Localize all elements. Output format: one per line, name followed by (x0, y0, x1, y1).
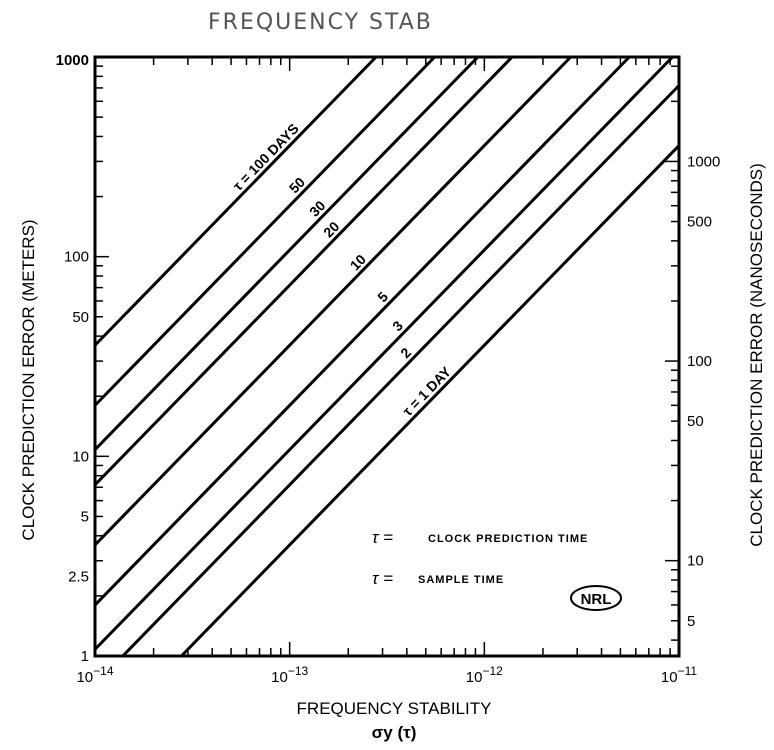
y-right-tick-label: 50 (687, 413, 704, 430)
legend-item-2: SAMPLE TIME (418, 574, 504, 586)
y-right-tick-label: 500 (687, 214, 712, 231)
y-right-tick-labels: 1000 500 100 50 10 5 (687, 153, 720, 629)
y-left-tick-label: 50 (72, 309, 89, 326)
x-tick-labels: 10−14 10−13 10−12 10−11 (76, 664, 697, 686)
y-left-tick-labels: 1000 100 50 10 5 2.5 1 (56, 52, 89, 665)
x-axis-subtitle: σy (τ) (372, 723, 417, 742)
series-line (121, 84, 681, 658)
series-line (93, 55, 674, 651)
legend-symbol-2: τ = (372, 569, 393, 588)
y-right-tick-label: 100 (687, 353, 712, 370)
series-label: 20 (320, 218, 342, 240)
y-left-tick-label: 5 (81, 508, 89, 525)
series-label: 10 (347, 251, 369, 273)
legend-symbol-1: τ = (372, 528, 393, 547)
series-lines (93, 55, 681, 658)
series-label: 50 (286, 174, 308, 196)
series-line (93, 55, 378, 347)
nrl-logo: NRL (570, 585, 622, 611)
legend-item-1: CLOCK PREDICTION TIME (428, 533, 588, 545)
minor-ticks (94, 57, 679, 657)
series-line (93, 55, 631, 607)
series-line (93, 55, 436, 407)
series-line (93, 55, 479, 451)
x-tick-label: 10−14 (76, 664, 113, 686)
x-tick-label: 10−13 (271, 664, 308, 686)
chart-title: FREQUENCY STAB (208, 10, 433, 35)
series-label: τ = 1 DAY (399, 363, 454, 419)
y-left-tick-label: 2.5 (68, 569, 89, 586)
x-axis-title: FREQUENCY STABILITY (297, 699, 492, 718)
series-line (180, 144, 681, 658)
series-line (93, 55, 572, 546)
y-right-tick-label: 10 (687, 553, 704, 570)
x-tick-label: 10−11 (661, 664, 697, 686)
y-left-tick-label: 1 (81, 648, 89, 665)
y-right-tick-label: 1000 (687, 153, 720, 170)
y-axis-right-title: CLOCK PREDICTION ERROR (NANOSECONDS) (747, 163, 766, 546)
series-line (93, 55, 514, 486)
y-left-tick-label: 1000 (56, 52, 89, 69)
y-left-tick-label: 10 (72, 448, 89, 465)
y-right-tick-label: 5 (687, 613, 695, 630)
nrl-logo-text: NRL (581, 591, 612, 608)
plot-frame (93, 55, 681, 658)
y-left-tick-label: 100 (64, 249, 89, 266)
series-label: 30 (306, 197, 328, 219)
legend: τ = CLOCK PREDICTION TIME τ = SAMPLE TIM… (372, 528, 588, 588)
y-axis-left-title: CLOCK PREDICTION ERROR (METERS) (19, 219, 38, 540)
x-tick-label: 10−12 (466, 664, 503, 686)
